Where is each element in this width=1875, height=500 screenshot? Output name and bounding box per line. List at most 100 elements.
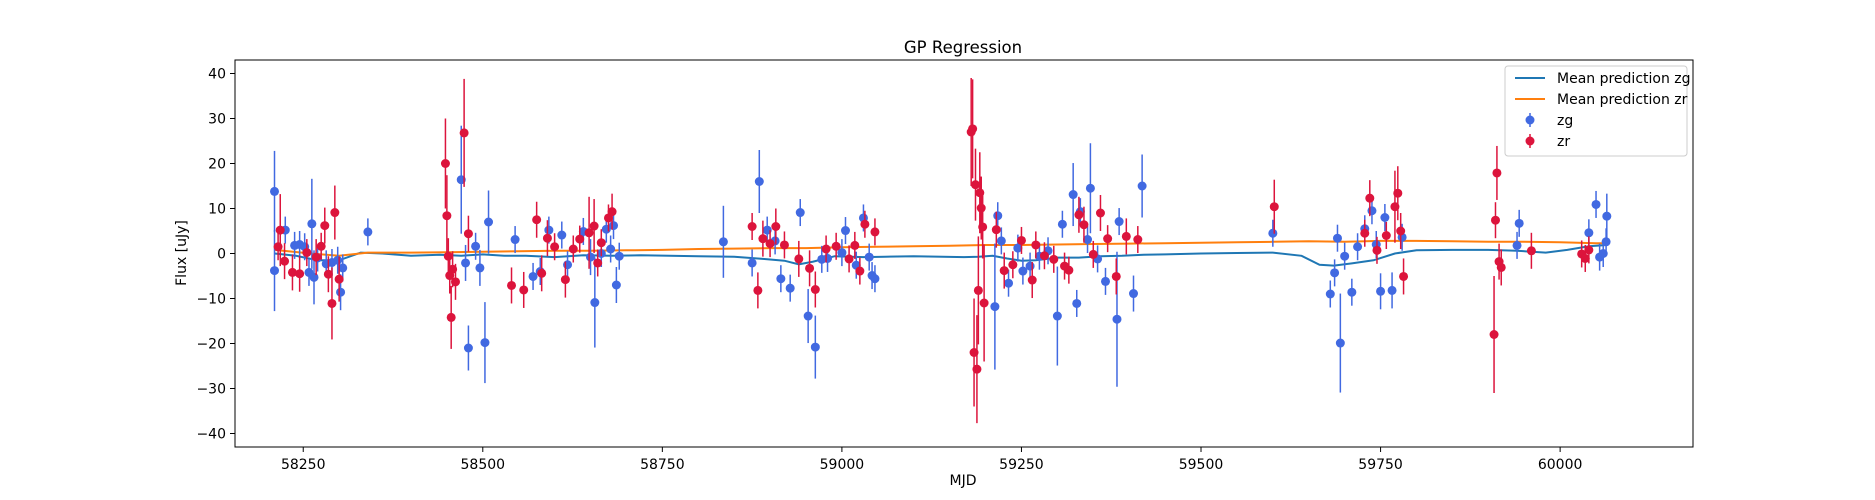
y-tick-label--40: −40 <box>196 427 226 443</box>
point-zg-66 <box>1052 311 1062 321</box>
legend-marker-2 <box>1525 115 1535 125</box>
point-zr-59 <box>975 188 985 198</box>
point-zg-21 <box>480 338 490 348</box>
point-zg-17 <box>461 258 471 268</box>
point-zg-51 <box>840 226 850 236</box>
point-zr-10 <box>327 298 337 308</box>
point-zr-36 <box>607 207 617 217</box>
point-zg-96 <box>1584 228 1594 238</box>
point-zg-57 <box>990 302 1000 312</box>
point-zr-31 <box>584 228 594 238</box>
point-zr-98 <box>1584 245 1594 255</box>
point-zr-61 <box>978 222 988 232</box>
point-zr-97 <box>1580 253 1590 263</box>
point-zg-61 <box>1013 243 1023 253</box>
point-zg-19 <box>471 241 481 251</box>
point-zr-2 <box>280 256 290 266</box>
point-zr-3 <box>287 267 297 277</box>
point-zg-38 <box>718 237 728 247</box>
point-zr-83 <box>1365 193 1375 203</box>
point-zr-0 <box>273 242 283 252</box>
point-zr-15 <box>443 251 453 261</box>
point-zg-45 <box>795 208 805 218</box>
point-zg-85 <box>1347 287 1357 297</box>
point-zg-72 <box>1085 183 1095 193</box>
point-zr-30 <box>575 234 585 244</box>
point-zg-15 <box>363 227 373 237</box>
point-zg-27 <box>557 230 567 240</box>
y-tick-label--20: −20 <box>196 337 226 353</box>
point-zr-22 <box>507 280 517 290</box>
point-zr-32 <box>589 221 599 231</box>
point-zg-39 <box>747 258 757 268</box>
point-zr-68 <box>1031 240 1041 250</box>
point-zr-41 <box>771 222 781 231</box>
point-zg-71 <box>1083 235 1093 245</box>
y-tick-label--30: −30 <box>196 382 226 398</box>
point-zr-52 <box>870 227 880 237</box>
point-zg-28 <box>563 260 573 270</box>
point-zr-92 <box>1492 168 1502 178</box>
point-zr-49 <box>850 240 860 250</box>
point-zg-35 <box>609 221 619 231</box>
point-zr-87 <box>1393 188 1403 198</box>
point-zr-39 <box>758 234 768 244</box>
point-zg-46 <box>803 311 813 321</box>
point-zg-74 <box>1100 276 1110 286</box>
point-zr-78 <box>1111 271 1121 281</box>
point-zg-86 <box>1353 242 1363 252</box>
point-zg-75 <box>1112 314 1122 324</box>
point-zr-19 <box>450 277 460 287</box>
point-zr-90 <box>1489 330 1499 339</box>
point-zr-14 <box>442 211 452 221</box>
point-zg-83 <box>1335 338 1345 348</box>
x-tick-label-59500: 59500 <box>1179 457 1224 473</box>
point-zg-84 <box>1340 251 1350 261</box>
point-zg-1 <box>270 266 280 276</box>
point-zr-12 <box>334 274 344 284</box>
point-zr-47 <box>831 241 841 251</box>
point-zg-67 <box>1057 219 1067 229</box>
point-zg-37 <box>614 251 624 261</box>
x-tick-label-59250: 59250 <box>999 457 1044 473</box>
point-zr-85 <box>1381 231 1391 240</box>
point-zr-62 <box>979 298 989 308</box>
legend-marker-3 <box>1525 136 1535 146</box>
plot-area <box>270 78 1612 424</box>
point-zg-8 <box>309 272 319 282</box>
point-zr-56 <box>970 180 980 190</box>
point-zr-88 <box>1396 226 1406 236</box>
legend: Mean prediction zg Mean prediction zr zg zr <box>1504 65 1691 157</box>
point-zg-58 <box>993 211 1003 221</box>
legend-label-1: Mean prediction zr <box>1557 92 1688 108</box>
point-zg-26 <box>544 225 554 235</box>
point-zg-101 <box>1602 211 1612 221</box>
point-zr-70 <box>1049 254 1059 264</box>
point-zr-17 <box>446 312 456 322</box>
point-zg-90 <box>1376 286 1386 296</box>
point-zr-95 <box>1526 246 1536 256</box>
y-axis: −40 −30 −20 −10 0 10 20 30 40 <box>196 67 235 443</box>
point-zr-40 <box>765 239 775 249</box>
point-zr-48 <box>844 254 854 264</box>
point-zr-21 <box>463 229 473 239</box>
point-zr-64 <box>999 266 1009 276</box>
x-axis: 58250 58500 58750 59000 59250 59500 59750 60000 <box>281 447 1582 473</box>
point-zg-13 <box>336 287 346 297</box>
point-zr-11 <box>330 208 340 218</box>
point-zg-18 <box>463 343 473 353</box>
point-zg-79 <box>1268 228 1278 238</box>
point-zr-9 <box>323 269 333 279</box>
point-zg-50 <box>837 248 847 258</box>
point-zg-20 <box>475 263 485 273</box>
point-zr-77 <box>1103 234 1113 244</box>
point-zg-47 <box>810 342 820 352</box>
point-zg-22 <box>484 217 494 227</box>
point-zg-12 <box>333 255 343 265</box>
point-zg-60 <box>1004 278 1014 288</box>
point-zr-28 <box>560 275 570 285</box>
point-zg-68 <box>1068 190 1078 200</box>
point-zg-30 <box>586 252 596 262</box>
point-zg-23 <box>510 235 520 245</box>
legend-label-2: zg <box>1557 113 1573 129</box>
